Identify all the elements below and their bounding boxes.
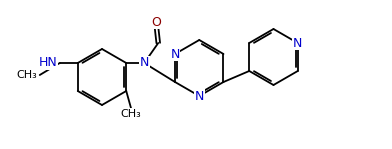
Text: N: N <box>293 37 303 49</box>
Text: CH₃: CH₃ <box>121 109 142 119</box>
Text: N: N <box>140 56 149 69</box>
Text: HN: HN <box>39 56 58 69</box>
Text: N: N <box>194 90 204 103</box>
Text: N: N <box>170 48 180 60</box>
Text: O: O <box>151 15 161 28</box>
Text: CH₃: CH₃ <box>16 70 37 80</box>
